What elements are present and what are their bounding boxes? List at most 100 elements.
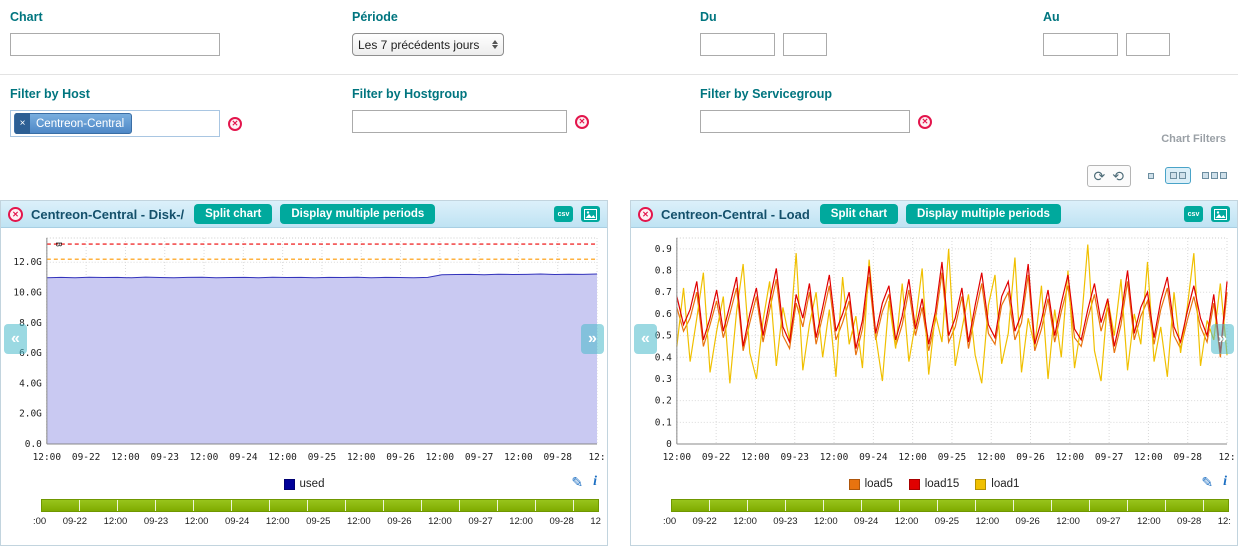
du-date-input[interactable] <box>700 33 775 56</box>
clear-hostgroup-filter-icon[interactable]: ✕ <box>575 114 589 129</box>
timeline-tick-label: 12:00 <box>894 516 919 527</box>
timeline-tick-label: 12:00 <box>1056 516 1080 527</box>
timeline-tick-label: 12:00 <box>184 516 209 527</box>
hostgroup-filter-label: Filter by Hostgroup <box>352 87 468 101</box>
edit-chart-icon[interactable]: ✎ <box>1201 474 1214 490</box>
edit-chart-icon[interactable]: ✎ <box>571 474 584 490</box>
svg-text:12:00: 12:00 <box>1134 452 1163 463</box>
timeline-selector[interactable] <box>41 499 599 512</box>
auto-refresh-icon[interactable]: ⟲ <box>1112 167 1124 184</box>
split-chart-button[interactable]: Split chart <box>194 204 273 224</box>
svg-text:09-22: 09-22 <box>72 452 100 463</box>
legend-item[interactable]: load1 <box>975 478 1019 490</box>
chart-canvas[interactable]: 12:00 09-22 12:00 09-23 12:00 09-24 12:00 09-25… <box>633 230 1235 470</box>
square-icon <box>1220 172 1227 179</box>
chart-legend: load5 load15 load1 <box>631 472 1237 496</box>
timeline-selector[interactable] <box>671 499 1229 512</box>
hostgroup-filter-input[interactable] <box>352 110 567 133</box>
chip-remove-icon[interactable]: × <box>15 113 30 134</box>
host-filter-input[interactable]: × Centreon-Central <box>10 110 220 137</box>
timeline-tick-label: 09-27 <box>1096 516 1121 527</box>
svg-text:09-24: 09-24 <box>229 452 258 463</box>
svg-text:4.0G: 4.0G <box>19 378 42 389</box>
svg-text:09-24: 09-24 <box>859 452 888 463</box>
periode-filter-group: Période Les 7 précédents jours <box>352 10 504 56</box>
periode-selected-value: Les 7 précédents jours <box>358 37 480 52</box>
remove-chart-icon[interactable]: ✕ <box>638 206 653 222</box>
timeline-tick-label: 09-26 <box>1015 516 1040 527</box>
layout-2-columns-button[interactable] <box>1165 167 1191 184</box>
host-filter-label: Filter by Host <box>10 87 90 101</box>
export-image-icon[interactable] <box>581 206 600 222</box>
layout-3-columns-button[interactable] <box>1197 167 1232 184</box>
periode-select[interactable]: Les 7 précédents jours <box>352 33 504 56</box>
info-icon[interactable]: i <box>1223 474 1227 489</box>
chart-prev-period-button[interactable]: « <box>4 324 27 354</box>
svg-text:12:00: 12:00 <box>504 452 533 463</box>
svg-text:0.7: 0.7 <box>655 287 672 298</box>
au-date-input[interactable] <box>1043 33 1118 56</box>
du-time-input[interactable] <box>783 33 827 56</box>
svg-text:12:00: 12:00 <box>347 452 376 463</box>
timeline-tick-label: 09-24 <box>854 516 879 527</box>
svg-text:12:: 12: <box>588 452 605 463</box>
timeline-tick-label: 12: <box>1217 516 1231 527</box>
display-multiple-periods-button[interactable]: Display multiple periods <box>906 204 1061 224</box>
timeline-tick-label: :00 <box>33 516 47 527</box>
chart-panel-header: ✕ Centreon-Central - Load Split chart Di… <box>631 201 1237 228</box>
refresh-controls: ⟳ ⟲ <box>1086 164 1131 187</box>
timeline-tick-label: 09-28 <box>1177 516 1202 527</box>
timeline-tick-label: 12:00 <box>103 516 128 527</box>
timeline-tick-label: :00 <box>663 516 677 527</box>
chart-title: Centreon-Central - Load <box>661 206 810 222</box>
legend-color-swatch <box>848 478 860 490</box>
svg-text:12:00: 12:00 <box>1056 452 1085 463</box>
svg-text:0.6: 0.6 <box>655 309 672 320</box>
svg-text:09-27: 09-27 <box>1095 452 1123 463</box>
clear-host-filter-icon[interactable]: ✕ <box>228 116 242 131</box>
du-filter-group: Du <box>700 10 827 56</box>
chart-canvas[interactable]: 12:00 09-22 12:00 09-23 12:00 09-24 12:00 09-25… <box>3 230 605 470</box>
legend-item[interactable]: load5 <box>848 478 893 490</box>
split-chart-button[interactable]: Split chart <box>819 204 899 224</box>
chart-next-period-button[interactable]: » <box>1211 324 1234 354</box>
svg-text:2.0G: 2.0G <box>19 409 42 420</box>
square-icon <box>1202 172 1209 179</box>
legend-item[interactable]: used <box>283 478 324 490</box>
timeline-tick-label: 12:00 <box>265 516 290 527</box>
chart-filter-input[interactable] <box>10 33 220 56</box>
chart-filter-label: Chart <box>10 10 43 24</box>
svg-text:09-23: 09-23 <box>781 452 809 463</box>
svg-text:0.4: 0.4 <box>655 352 672 363</box>
au-time-input[interactable] <box>1126 33 1170 56</box>
host-filter-chip[interactable]: × Centreon-Central <box>14 113 133 134</box>
timeline-tick-label: 09-23 <box>143 516 169 527</box>
clear-servicegroup-filter-icon[interactable]: ✕ <box>918 114 932 129</box>
layout-1-column-button[interactable] <box>1143 168 1159 184</box>
export-csv-icon[interactable]: csv <box>1184 206 1203 222</box>
chart-legend: used <box>1 472 607 496</box>
chart-next-period-button[interactable]: » <box>581 324 604 354</box>
servicegroup-filter-input[interactable] <box>700 110 910 133</box>
timeline-tick-label: 09-25 <box>306 516 331 527</box>
legend-item[interactable]: load15 <box>908 478 959 490</box>
export-image-icon[interactable] <box>1211 206 1230 222</box>
remove-chart-icon[interactable]: ✕ <box>8 206 23 222</box>
au-label: Au <box>1043 10 1060 24</box>
refresh-icon[interactable]: ⟳ <box>1093 167 1106 184</box>
svg-text:0.8: 0.8 <box>655 266 672 277</box>
timeline-tick-label: 12:00 <box>1136 516 1161 527</box>
chart-prev-period-button[interactable]: « <box>634 324 657 354</box>
display-multiple-periods-button[interactable]: Display multiple periods <box>280 204 436 224</box>
svg-text:12:00: 12:00 <box>33 452 62 463</box>
legend-color-swatch <box>908 478 920 490</box>
timeline-tick-label: 12:00 <box>428 516 452 527</box>
info-icon[interactable]: i <box>593 474 597 489</box>
legend-color-swatch <box>283 478 295 490</box>
export-csv-icon[interactable]: csv <box>554 206 573 222</box>
svg-text:6.0G: 6.0G <box>19 348 42 359</box>
timeline-tick-label: 09-22 <box>62 516 88 527</box>
timeline-tick-label: 09-26 <box>387 516 412 527</box>
timeline-tick-label: 09-23 <box>773 516 798 527</box>
timeline-tick-label: 12:00 <box>813 516 838 527</box>
